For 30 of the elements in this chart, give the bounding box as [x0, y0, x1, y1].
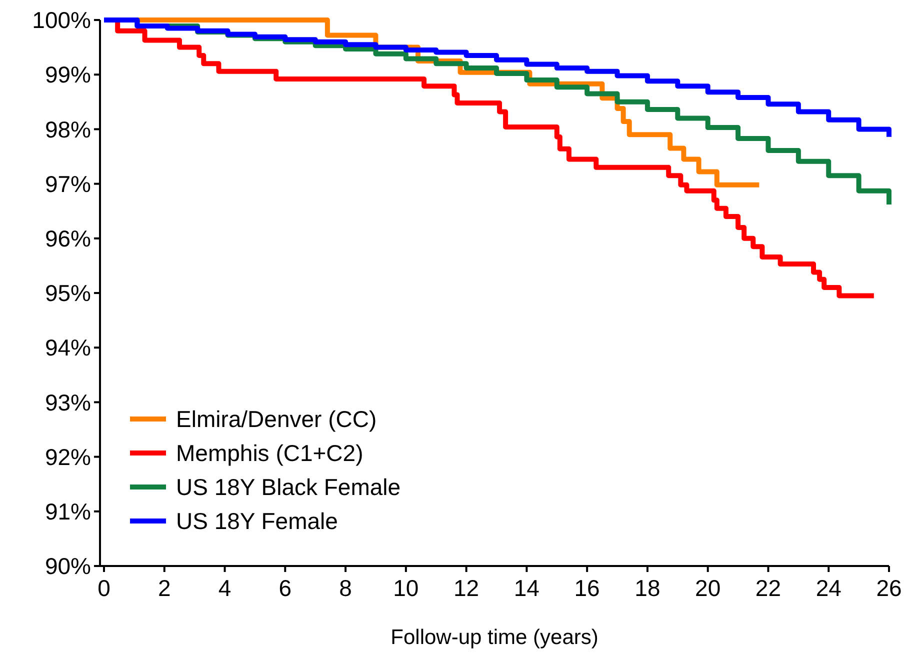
x-tick-label: 12: [454, 575, 480, 601]
y-tick-label: 100%: [32, 7, 91, 34]
y-tick-label: 99%: [44, 62, 91, 88]
x-tick-label: 18: [634, 575, 660, 601]
x-tick-label: 8: [339, 575, 352, 601]
x-tick-label: 0: [98, 575, 110, 601]
legend-label: US 18Y Black Female: [176, 474, 401, 500]
x-tick-label: 10: [393, 575, 419, 601]
x-tick-label: 24: [816, 575, 842, 601]
y-tick-label: 91%: [44, 498, 91, 524]
x-tick-label: 20: [695, 575, 721, 601]
x-axis-title: Follow-up time (years): [390, 626, 598, 649]
y-tick-label: 94%: [44, 334, 91, 361]
y-tick-label: 98%: [44, 116, 91, 142]
y-tick-label: 95%: [44, 280, 91, 306]
y-tick-label: 90%: [44, 553, 91, 580]
x-tick-label: 14: [514, 575, 540, 601]
x-tick-label: 26: [876, 575, 902, 601]
x-tick-label: 4: [218, 575, 232, 601]
y-tick-label: 96%: [44, 225, 91, 252]
y-tick-label: 93%: [44, 389, 91, 416]
legend-label: Elmira/Denver (CC): [176, 406, 377, 432]
y-tick-label: 97%: [44, 170, 91, 197]
x-tick-label: 6: [278, 575, 292, 601]
x-tick-label: 2: [158, 575, 171, 601]
y-tick-label: 92%: [44, 444, 91, 470]
legend-label: US 18Y Female: [176, 508, 338, 534]
legend-label: Memphis (C1+C2): [176, 440, 364, 466]
x-tick-label: 16: [574, 575, 600, 601]
x-tick-label: 22: [755, 575, 782, 601]
